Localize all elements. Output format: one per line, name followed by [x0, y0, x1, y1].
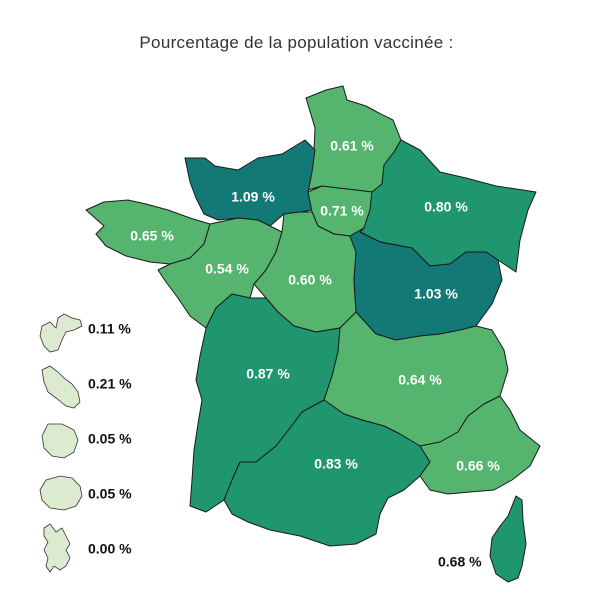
guyane-icon [41, 423, 79, 459]
guadeloupe-icon [39, 313, 83, 353]
mayotte-icon [43, 523, 71, 573]
label-ile-de-france: 0.71 % [320, 203, 364, 219]
label-hauts-de-france: 0.61 % [330, 138, 374, 154]
region-provence-alpes-cote-dazur[interactable] [419, 395, 541, 495]
label-auvergne-rhone-alpes: 0.64 % [398, 372, 442, 388]
label-bourgogne-franche-comte: 1.03 % [414, 286, 458, 302]
overseas-la-reunion[interactable] [39, 475, 83, 511]
label-guyane: 0.05 % [88, 431, 132, 447]
label-la-reunion: 0.05 % [88, 486, 132, 502]
label-centre-val-de-loire: 0.60 % [288, 272, 332, 288]
overseas-martinique[interactable] [41, 365, 81, 409]
region-occitanie[interactable] [223, 399, 431, 547]
overseas-mayotte[interactable] [43, 523, 71, 573]
label-occitanie: 0.83 % [314, 456, 358, 472]
label-bretagne: 0.65 % [130, 228, 174, 244]
label-normandie: 1.09 % [231, 189, 275, 205]
label-pays-de-la-loire: 0.54 % [205, 261, 249, 277]
region-corse[interactable] [489, 495, 527, 583]
label-martinique: 0.21 % [88, 376, 132, 392]
overseas-guadeloupe[interactable] [39, 313, 83, 353]
label-corse: 0.68 % [438, 554, 482, 570]
la-reunion-icon [39, 475, 83, 511]
label-nouvelle-aquitaine: 0.87 % [246, 366, 290, 382]
martinique-icon [41, 365, 81, 409]
label-guadeloupe: 0.11 % [88, 321, 131, 337]
label-provence-alpes-cote-dazur: 0.66 % [456, 458, 500, 474]
map-title: Pourcentage de la population vaccinée : [139, 33, 454, 52]
label-mayotte: 0.00 % [88, 541, 132, 557]
label-grand-est: 0.80 % [424, 199, 468, 215]
overseas-guyane[interactable] [41, 423, 79, 459]
